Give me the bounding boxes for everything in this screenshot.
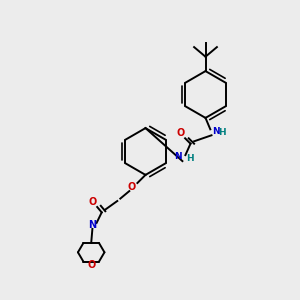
Text: H: H <box>187 154 194 163</box>
Text: O: O <box>88 196 97 207</box>
Text: O: O <box>176 128 184 139</box>
Text: O: O <box>127 182 136 193</box>
Text: O: O <box>87 260 95 270</box>
Text: N: N <box>174 152 182 161</box>
Text: N: N <box>212 127 219 136</box>
Text: H: H <box>218 128 226 137</box>
Text: N: N <box>88 220 97 230</box>
